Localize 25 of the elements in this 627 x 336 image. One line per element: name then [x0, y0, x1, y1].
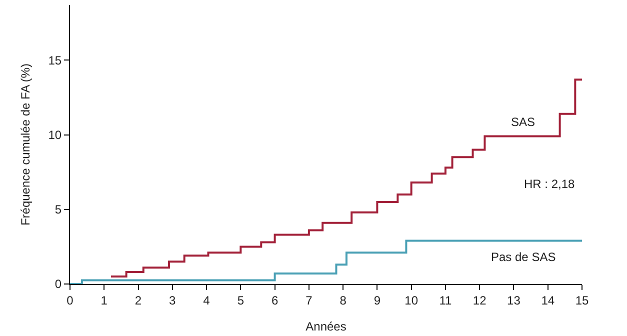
x-tick-label: 13	[507, 293, 521, 308]
x-tick-label: 12	[472, 293, 487, 308]
y-axis-title: Fréquence cumulée de FA (%)	[18, 63, 33, 226]
x-tick-label: 8	[340, 293, 347, 308]
series-label: SAS	[511, 115, 536, 129]
x-tick-label: 15	[575, 293, 589, 308]
y-tick-label: 15	[48, 53, 62, 68]
y-tick-label: 0	[54, 277, 62, 292]
x-tick-label: 10	[404, 293, 418, 308]
x-tick-label: 14	[541, 293, 555, 308]
x-tick-label: 9	[374, 293, 381, 308]
series-label: Pas de SAS	[491, 250, 556, 264]
x-tick-label: 4	[203, 293, 210, 308]
x-tick-label: 11	[439, 293, 452, 308]
y-tick-label: 10	[48, 128, 62, 142]
x-tick-label: 1	[100, 293, 108, 308]
x-tick-label: 5	[237, 293, 244, 308]
x-tick-label: 7	[306, 293, 313, 308]
x-tick-label: 6	[271, 293, 278, 308]
annotation: HR : 2,18	[524, 177, 576, 191]
x-tick-label: 0	[66, 293, 74, 308]
y-tick-label: 5	[54, 202, 62, 217]
x-tick-label: 3	[169, 293, 176, 308]
x-axis-title: Années	[306, 319, 346, 334]
x-tick-label: 2	[134, 293, 142, 308]
